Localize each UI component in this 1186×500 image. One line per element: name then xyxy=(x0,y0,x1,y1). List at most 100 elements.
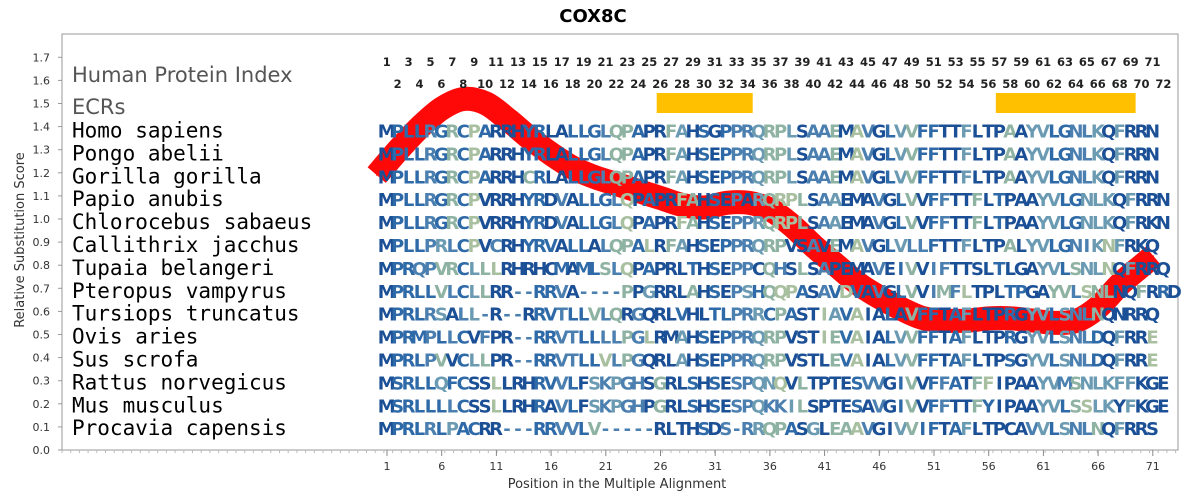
residue: P xyxy=(654,259,667,280)
residue: Q xyxy=(751,351,766,372)
residue: S xyxy=(697,351,710,372)
residue: L xyxy=(468,259,479,280)
residue: F xyxy=(577,373,589,394)
residue: P xyxy=(730,144,743,165)
residue: R xyxy=(434,236,448,257)
residue: A xyxy=(949,373,963,394)
residue: A xyxy=(1003,236,1017,257)
residue: Q xyxy=(762,259,777,280)
residue: H xyxy=(521,396,536,417)
residue: T xyxy=(829,396,842,417)
residue: R xyxy=(1124,328,1138,349)
residue: G xyxy=(1069,213,1084,234)
residue: N xyxy=(762,373,777,394)
residue: G xyxy=(653,373,668,394)
residue: L xyxy=(1081,167,1092,188)
residue: R xyxy=(1146,259,1160,280)
residue: - xyxy=(613,282,620,303)
position-number: 31 xyxy=(707,55,723,69)
residue: R xyxy=(511,396,525,417)
residue: F xyxy=(665,122,677,143)
residue: Q xyxy=(751,328,766,349)
residue: N xyxy=(1068,305,1083,326)
residue: P xyxy=(741,373,754,394)
position-number: 64 xyxy=(1068,77,1084,91)
residue: S xyxy=(708,282,721,303)
residue: V xyxy=(588,419,602,440)
residue: G xyxy=(708,122,723,143)
residue: A xyxy=(741,190,755,211)
residue: L xyxy=(600,167,611,188)
residue: T xyxy=(807,328,820,349)
residue: A xyxy=(850,144,864,165)
residue: L xyxy=(819,351,830,372)
residue: L xyxy=(1070,282,1081,303)
residue: R xyxy=(489,167,503,188)
residue: L xyxy=(545,167,556,188)
residue: M xyxy=(575,259,593,280)
residue: Q xyxy=(1101,167,1116,188)
residue: L xyxy=(917,236,928,257)
y-tick-label: 0.1 xyxy=(33,421,51,434)
residue: V xyxy=(1036,144,1050,165)
residue: M xyxy=(848,213,866,234)
residue: S xyxy=(435,305,448,326)
residue: L xyxy=(786,167,797,188)
residue: F xyxy=(928,167,940,188)
species-name: Tupaia belangeri xyxy=(72,256,274,280)
residue: P xyxy=(468,144,481,165)
residue: K xyxy=(1146,213,1161,234)
residue: R xyxy=(653,122,667,143)
residue: R xyxy=(533,236,547,257)
residue: F xyxy=(960,122,972,143)
residue: Q xyxy=(751,144,766,165)
residue: L xyxy=(1092,190,1103,211)
residue: A xyxy=(1036,282,1050,303)
residue: N xyxy=(1101,259,1116,280)
residue: R xyxy=(533,419,547,440)
residue: G xyxy=(598,190,613,211)
residue: V xyxy=(850,282,864,303)
residue: L xyxy=(983,259,994,280)
residue: V xyxy=(555,419,569,440)
residue: - xyxy=(624,419,631,440)
residue: T xyxy=(807,305,820,326)
residue: T xyxy=(949,167,962,188)
residue: Q xyxy=(1156,259,1171,280)
residue: R xyxy=(1135,213,1149,234)
residue: L xyxy=(545,122,556,143)
residue: R xyxy=(752,419,766,440)
residue: H xyxy=(685,419,700,440)
residue: T xyxy=(982,167,995,188)
residue: T xyxy=(949,236,962,257)
residue: T xyxy=(949,190,962,211)
residue: V xyxy=(1036,122,1050,143)
residue: P xyxy=(741,213,754,234)
residue: L xyxy=(567,122,578,143)
residue: L xyxy=(578,305,589,326)
residue: - xyxy=(514,282,521,303)
residue: G xyxy=(642,282,657,303)
residue: S xyxy=(1058,328,1071,349)
residue: I xyxy=(887,419,894,440)
residue: L xyxy=(578,236,589,257)
residue: L xyxy=(403,144,414,165)
residue: I xyxy=(1084,236,1091,257)
position-number: 28 xyxy=(674,77,690,91)
residue: R xyxy=(1135,351,1149,372)
residue: L xyxy=(468,305,479,326)
residue: L xyxy=(884,305,895,326)
residue: V xyxy=(544,373,558,394)
residue: N xyxy=(1068,144,1083,165)
residue: P xyxy=(719,122,732,143)
residue: G xyxy=(1014,351,1029,372)
residue: L xyxy=(972,351,983,372)
residue: P xyxy=(621,144,634,165)
residue: P xyxy=(785,282,798,303)
residue: A xyxy=(1014,144,1028,165)
residue: T xyxy=(982,419,995,440)
residue: K xyxy=(1091,122,1106,143)
residue: R xyxy=(1003,328,1017,349)
residue: S xyxy=(479,373,492,394)
